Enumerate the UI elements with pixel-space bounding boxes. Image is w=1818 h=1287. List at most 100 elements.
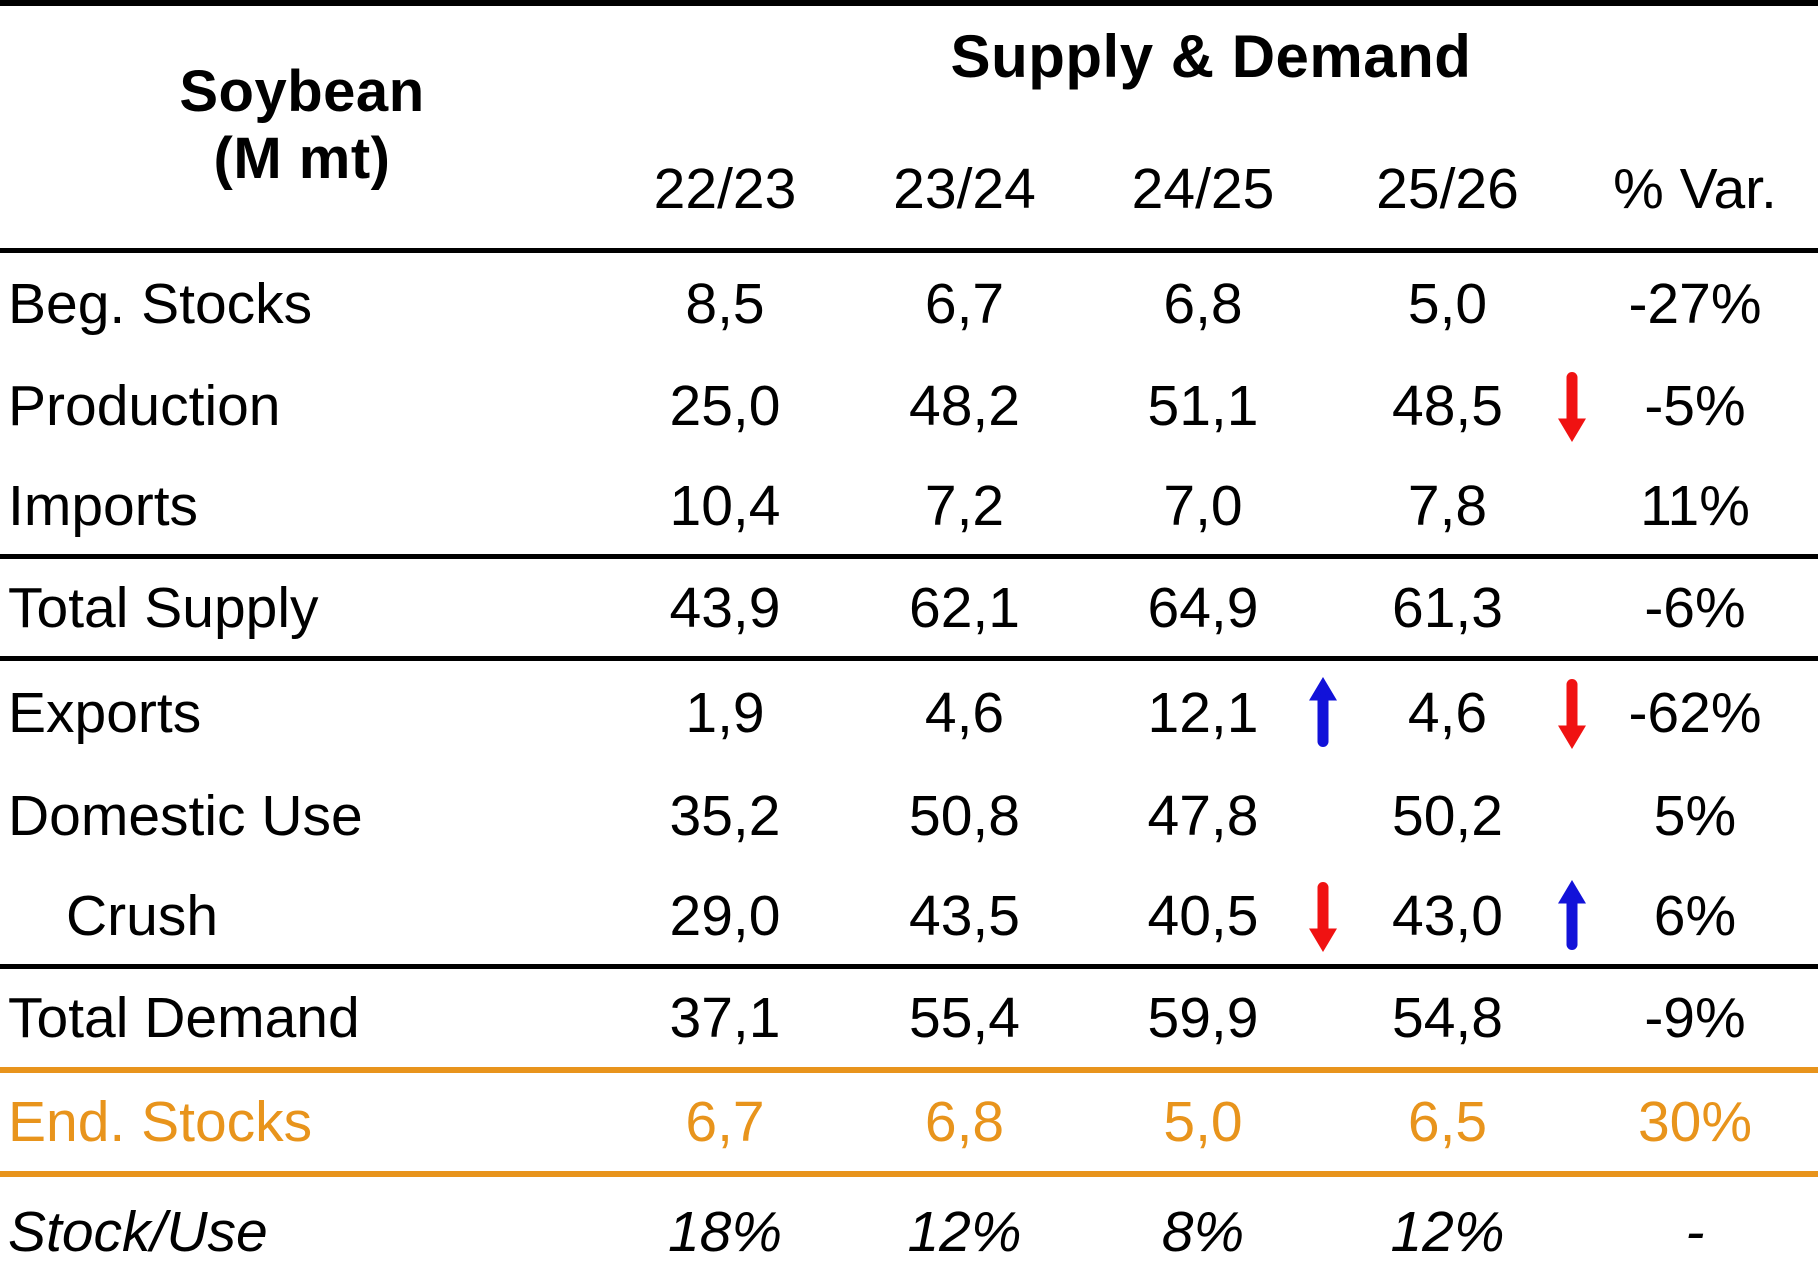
cell-value: 43,0 [1392,883,1503,948]
table-row: Production 25,0 48,2 51,1 48,5 -5% [0,355,1818,457]
cell-value: - [1685,1200,1705,1264]
unit-label: (M mt) [213,126,391,192]
value-cell: 8,5 [604,271,846,337]
value-cell: 51,1 [1083,373,1323,439]
down-arrow-icon [1556,675,1588,751]
cell-value: 4,6 [1407,680,1488,745]
value-cell: 7,8 [1323,473,1572,539]
value-cell: 25,0 [604,373,846,439]
cell-value: 5,0 [1407,272,1488,336]
cell-value: 11% [1640,473,1750,538]
cell-value: -5% [1644,374,1746,438]
table-row: Domestic Use 35,2 50,8 47,8 50,2 5% [0,764,1818,867]
cell-value: 54,8 [1392,986,1503,1050]
cell-value: 1,9 [685,680,765,745]
table-row: Total Demand 37,1 55,4 59,9 54,8 -9% [0,969,1818,1073]
value-cell: - [1572,1199,1818,1265]
cell-value: 48,2 [909,374,1020,438]
cell-value: 8% [1161,1200,1245,1264]
cell-value: 6,5 [1407,1090,1488,1154]
value-cell: 6,8 [846,1089,1083,1155]
cell-value: 10,4 [669,473,781,538]
value-cell: 40,5 [1083,881,1337,952]
value-cell: 12% [846,1199,1083,1265]
value-cell: 43,9 [604,575,846,641]
up-arrow-icon [1307,675,1339,751]
value-cell: 12% [1323,1199,1572,1265]
row-label: Total Demand [8,986,360,1050]
cell-value: 6,7 [685,1090,765,1154]
table-row: Imports 10,4 7,2 7,0 7,8 11% [0,457,1818,559]
row-label: Production [8,374,281,438]
cell-value: 25,0 [669,374,781,438]
value-cell: 43,0 [1323,879,1586,950]
cell-value: 6,8 [924,1090,1005,1154]
row-label: Crush [66,883,219,948]
value-cell: 30% [1572,1089,1818,1155]
cell-value: 12,1 [1147,680,1259,745]
cell-value: -62% [1628,680,1762,745]
cell-value: 8,5 [685,272,765,336]
value-cell: 10,4 [604,473,846,539]
row-label: Exports [8,680,202,745]
value-cell: 59,9 [1083,985,1323,1051]
table-row: Beg. Stocks 8,5 6,7 6,8 5,0 -27% [0,253,1818,355]
cell-value: 7,0 [1163,473,1243,538]
cell-value: 4,6 [924,680,1005,745]
value-cell: -62% [1572,680,1818,746]
value-cell: 35,2 [604,783,846,849]
cell-value: 12% [907,1200,1022,1264]
value-cell: 6,8 [1083,271,1323,337]
value-cell: 54,8 [1323,985,1572,1051]
value-cell: -6% [1572,575,1818,641]
cell-value: -27% [1628,272,1762,336]
value-cell: 4,6 [846,680,1083,746]
value-cell: 5,0 [1083,1089,1323,1155]
column-header: 23/24 [893,157,1036,221]
value-cell: 6,7 [604,1089,846,1155]
value-cell: 37,1 [604,985,846,1051]
table-header: Soybean (M mt) Supply & Demand 22/23 23/2… [0,6,1818,253]
value-cell: 64,9 [1083,575,1323,641]
cell-value: 55,4 [909,986,1020,1050]
cell-value: 7,2 [924,473,1005,538]
cell-value: 43,9 [669,575,781,640]
cell-value: 61,3 [1392,575,1503,640]
value-cell: 4,6 [1323,678,1586,749]
cell-value: 18% [667,1200,783,1264]
value-cell: 6% [1572,883,1818,949]
cell-value: 50,8 [909,783,1020,848]
cell-value: 35,2 [669,783,781,848]
value-cell: 29,0 [604,883,846,949]
cell-value: 5,0 [1163,1090,1243,1154]
table-row: Crush 29,0 43,5 40,5 43,0 6% [0,867,1818,969]
column-header: 25/26 [1376,157,1519,221]
value-cell: -5% [1572,373,1818,439]
value-cell: 12,1 [1083,676,1337,747]
column-header: 24/25 [1131,157,1275,221]
cell-value: 59,9 [1147,986,1259,1050]
cell-value: 29,0 [669,883,781,948]
value-cell: -27% [1572,271,1818,337]
table-body: Beg. Stocks 8,5 6,7 6,8 5,0 -27% Production 25,… [0,253,1818,1287]
value-cell: 47,8 [1083,783,1323,849]
table-title: Supply & Demand [950,23,1472,90]
cell-value: 64,9 [1147,575,1259,640]
value-cell: 6,5 [1323,1089,1572,1155]
cell-value: -9% [1644,986,1746,1050]
cell-value: 5% [1653,783,1737,848]
cell-value: 30% [1637,1090,1753,1154]
cell-value: 37,1 [669,986,781,1050]
value-cell: 7,2 [846,473,1083,539]
value-cell: 48,5 [1323,372,1586,442]
row-label: End. Stocks [8,1090,313,1154]
cell-value: 48,5 [1392,374,1503,438]
cell-value: 62,1 [909,575,1020,640]
value-cell: 11% [1572,473,1818,539]
cell-value: 6% [1653,883,1737,948]
row-label: Total Supply [8,575,319,640]
row-label: Beg. Stocks [8,272,313,336]
value-cell: 62,1 [846,575,1083,641]
cell-value: 6,8 [1163,272,1243,336]
